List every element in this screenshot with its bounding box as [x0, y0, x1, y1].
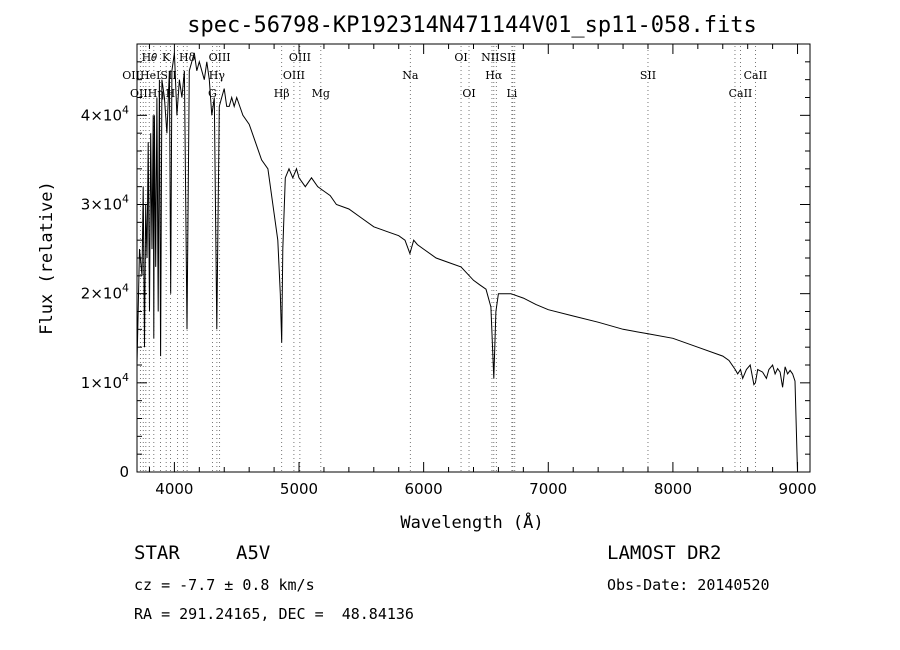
line-label: SII — [640, 69, 656, 82]
line-label: H — [166, 87, 176, 100]
x-tick-label: 8000 — [654, 480, 692, 498]
y-axis-label: Flux (relative) — [37, 181, 57, 335]
line-label: Li — [506, 87, 517, 100]
line-label: OIIHeISII — [122, 69, 176, 82]
y-tick-label: 2×104 — [81, 282, 129, 303]
line-label: OIII — [283, 69, 305, 82]
line-label: Hβ — [274, 87, 290, 100]
line-label: OI — [454, 51, 467, 64]
line-label: OIII — [289, 51, 311, 64]
line-label: Na — [402, 69, 419, 82]
ra-dec-text: RA = 291.24165, DEC = 48.84136 — [134, 605, 414, 623]
line-label: G — [208, 87, 217, 100]
line-label: Hδ — [179, 51, 196, 64]
line-label: H𝜃 — [142, 51, 158, 64]
x-tick-label: 4000 — [155, 480, 193, 498]
line-label: OI — [462, 87, 475, 100]
y-axis-ticks: 0 1×104 2×104 3×104 4×104 — [81, 61, 810, 481]
x-tick-label: 5000 — [280, 480, 318, 498]
line-label: NIISII — [481, 51, 516, 64]
plot-frame — [136, 43, 811, 473]
line-label: CaII — [744, 69, 768, 82]
y-tick-label: 3×104 — [81, 193, 129, 214]
line-label: Mg — [312, 87, 330, 100]
x-tick-label: 6000 — [405, 480, 443, 498]
line-label: OIIHη — [130, 87, 164, 100]
chart-title: spec-56798-KP192314N471144V01_sp11-058.f… — [187, 13, 757, 38]
line-label: K — [162, 51, 171, 64]
line-label: OIII — [209, 51, 231, 64]
object-class: STAR — [134, 542, 180, 564]
redshift-text: cz = -7.7 ± 0.8 km/s — [134, 576, 315, 594]
line-label: Hγ — [209, 69, 226, 82]
line-label: CaII — [729, 87, 753, 100]
obs-date: Obs-Date: 20140520 — [607, 576, 770, 594]
x-tick-label: 7000 — [529, 480, 567, 498]
survey-name: LAMOST DR2 — [607, 542, 722, 564]
line-labels: H𝜃 K Hδ OIII OIII OI NIISII OIIHeISII Hγ OIII Na Hα… — [122, 51, 767, 100]
spectrum-line — [136, 52, 798, 473]
x-axis-ticks: 4000 5000 6000 7000 8000 9000 — [148, 44, 817, 498]
y-tick-label: 4×104 — [81, 103, 129, 124]
line-label: Hα — [485, 69, 503, 82]
y-tick-label: 0 — [119, 463, 129, 481]
line-markers — [139, 46, 756, 472]
subclass: A5V — [236, 542, 271, 564]
x-tick-label: 9000 — [778, 480, 816, 498]
x-axis-label: Wavelength (Å) — [400, 511, 543, 533]
y-tick-label: 1×104 — [81, 371, 129, 392]
